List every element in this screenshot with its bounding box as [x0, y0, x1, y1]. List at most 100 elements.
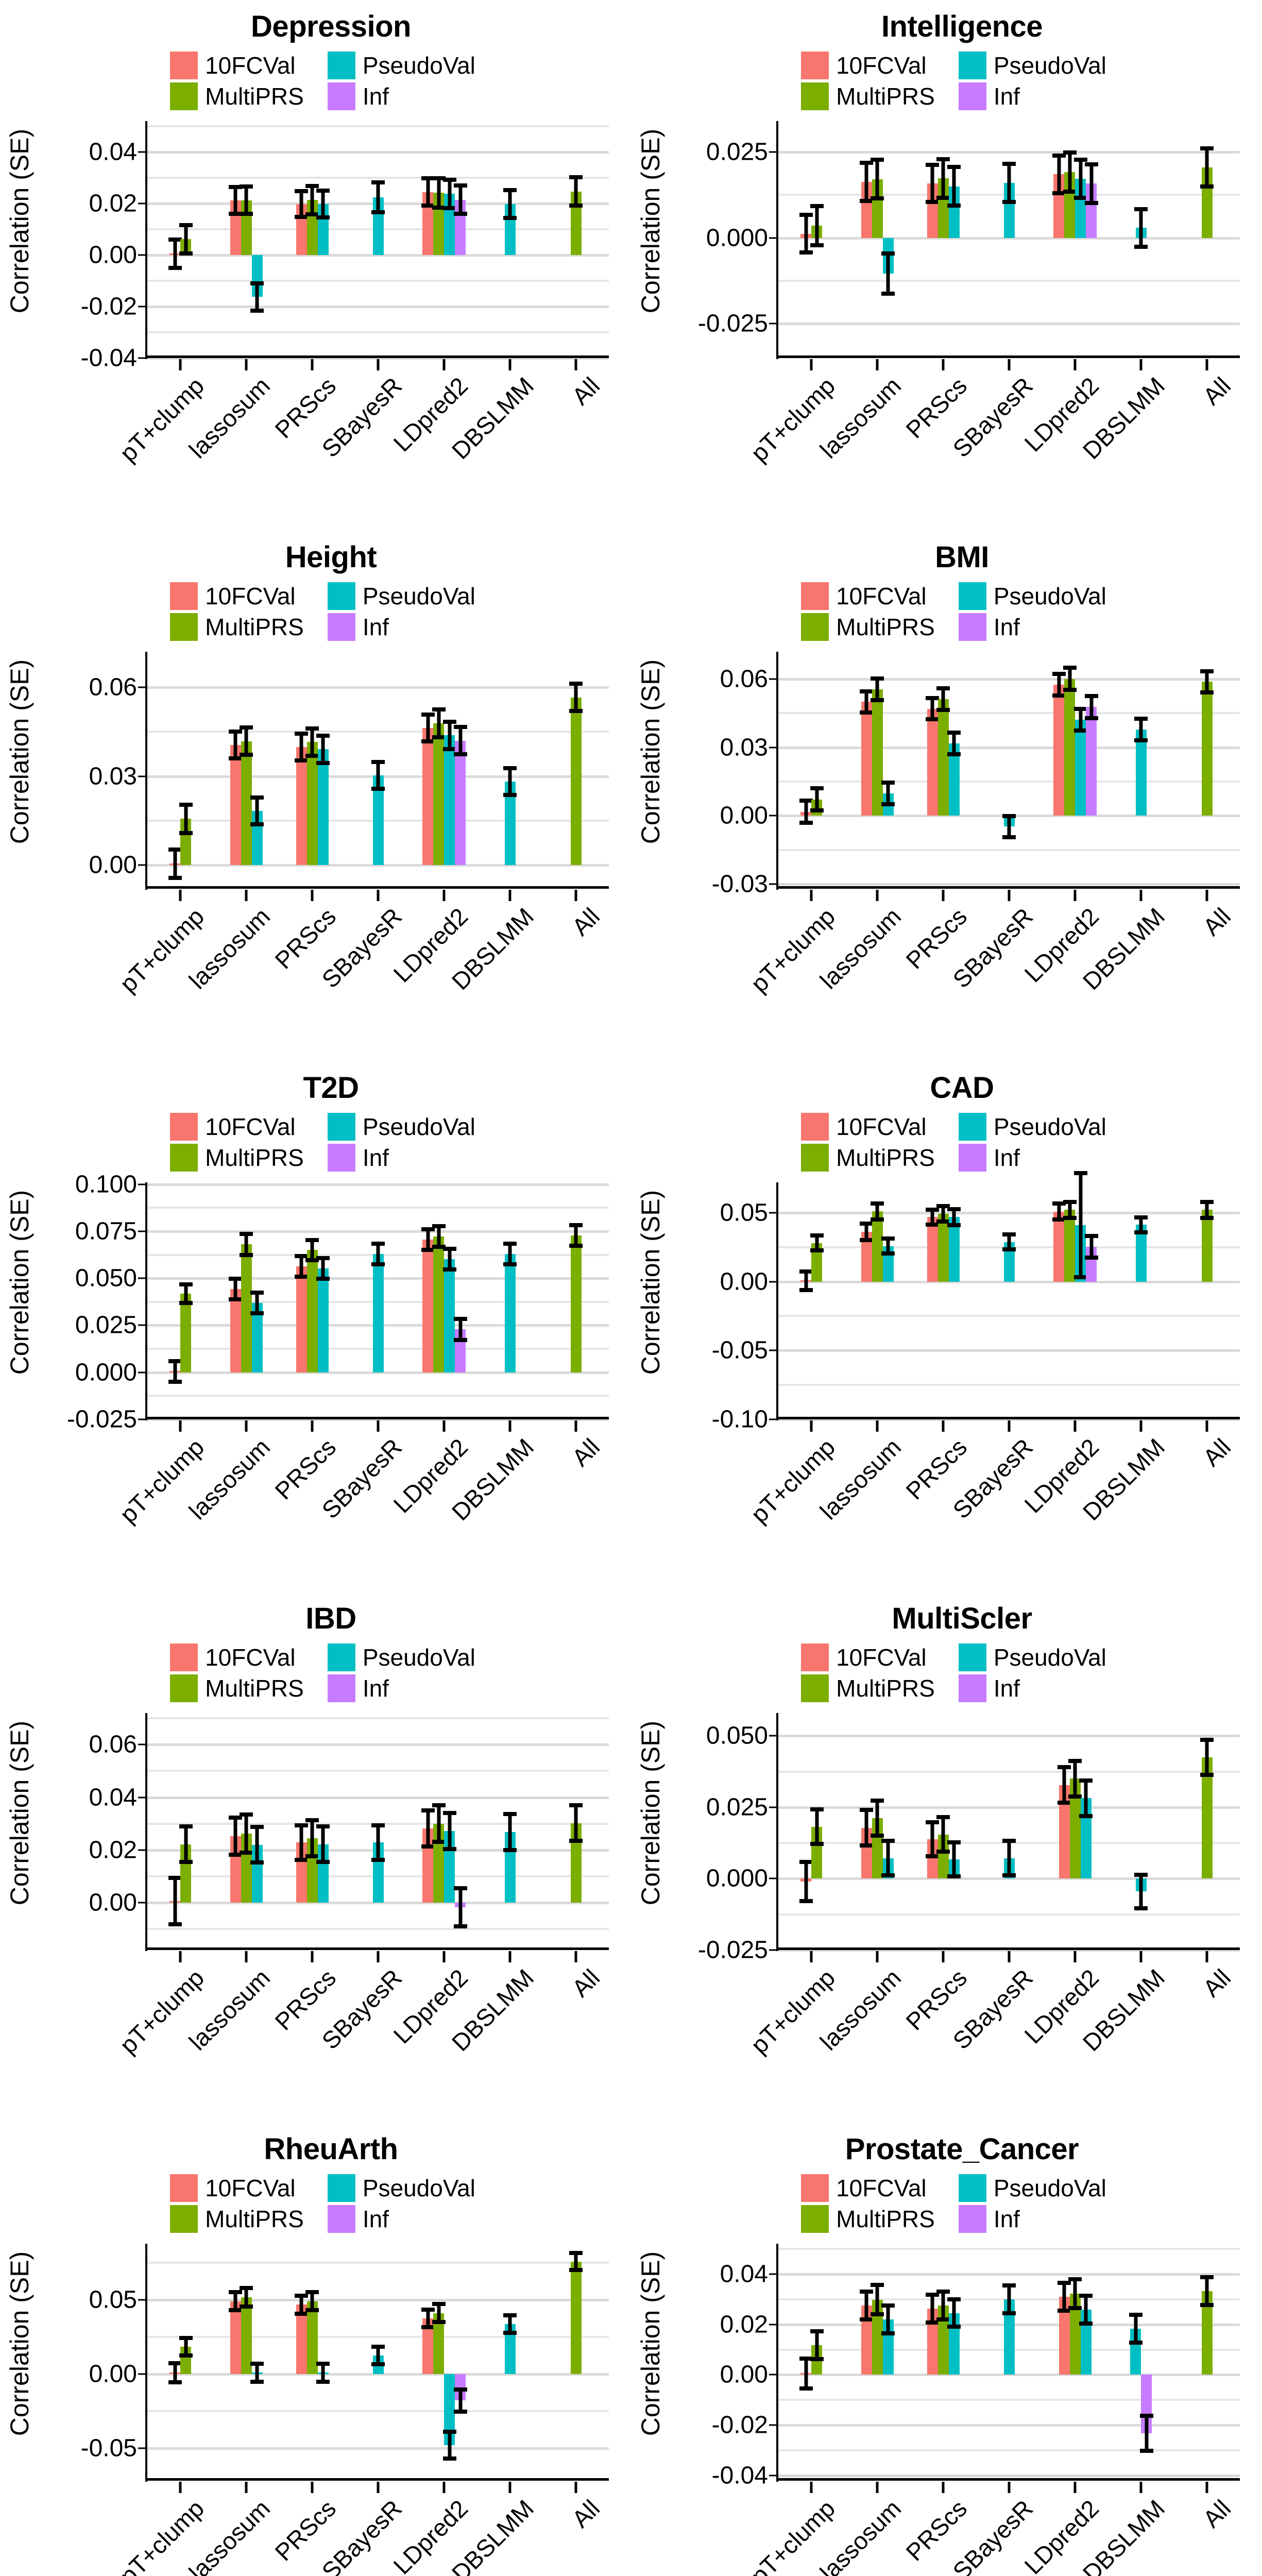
error-cap-upper [1002, 161, 1016, 166]
legend-swatch-multiprs [801, 2205, 829, 2233]
y-axis-ticks: -0.04 -0.02 0.00 0.02 0.04 [31, 121, 145, 372]
x-tick-mark [1139, 1420, 1142, 1432]
bar-group [147, 1182, 213, 1419]
plot-axes [145, 2244, 609, 2482]
bar-pseudoval [1080, 1798, 1092, 1879]
error-cap-lower [503, 2331, 517, 2335]
x-tick-mark [377, 1420, 380, 1432]
bar-multiprs [872, 179, 883, 238]
error-bar [1079, 160, 1082, 198]
bar-group [543, 121, 609, 358]
error-cap-lower [240, 1850, 253, 1855]
error-bar [310, 1240, 314, 1260]
grid-line [778, 1949, 1240, 1952]
error-bar [886, 253, 890, 294]
error-cap-upper [371, 180, 385, 184]
error-cap-lower [503, 215, 517, 220]
error-cap-lower [229, 212, 242, 216]
error-bar [184, 1284, 187, 1303]
error-bar [244, 727, 248, 755]
chart-legend: 10FCVal PseudoVal MultiPRS Inf [0, 1113, 631, 1172]
legend-label-inf: Inf [362, 83, 389, 110]
error-cap-lower [926, 1223, 939, 1227]
y-axis-line [776, 1182, 778, 1420]
bar-group [543, 1182, 609, 1419]
y-tick-mark [138, 1743, 145, 1745]
bar-tenfcval [422, 1240, 433, 1372]
y-axis-line [776, 652, 778, 890]
error-bar [875, 1203, 879, 1219]
x-tick-mark [1073, 1951, 1077, 1962]
error-cap-upper [871, 1798, 884, 1803]
error-cap-lower [453, 1337, 467, 1342]
error-bar [941, 2291, 945, 2319]
error-cap-lower [442, 2456, 456, 2461]
error-cap-lower [1079, 1814, 1093, 1818]
error-cap-lower [229, 756, 242, 760]
bar-group [976, 121, 1042, 358]
y-tick-label: 0.050 [706, 1722, 768, 1750]
y-tick-mark [138, 1183, 145, 1185]
y-axis-ticks: -0.025 0.000 0.025 0.050 0.075 0.100 [31, 1171, 145, 1433]
legend-swatch-inf [327, 2205, 355, 2233]
error-bar [574, 2252, 578, 2270]
bar-group [1042, 1171, 1108, 1419]
error-cap-upper [1058, 1765, 1071, 1770]
error-bar [1145, 2415, 1148, 2451]
error-cap-upper [1134, 1873, 1148, 1877]
x-tick-mark [245, 359, 248, 370]
bar-group [910, 652, 976, 889]
bar-group [844, 2244, 910, 2481]
x-tick-mark [377, 359, 380, 370]
error-bar [173, 240, 177, 268]
chart-panel-bmi: BMI 10FCVal PseudoVal MultiPRS Inf Correlatio… [631, 531, 1262, 1061]
bars-layer [147, 652, 609, 889]
error-bar [1073, 1761, 1077, 1797]
error-bar [804, 801, 808, 823]
bar-group [778, 121, 844, 358]
bar-tenfcval [927, 1217, 938, 1282]
bar-pseudoval [1003, 183, 1015, 238]
error-cap-lower [240, 212, 253, 216]
legend-swatch-inf [958, 82, 986, 110]
grid-line [147, 177, 609, 179]
error-cap-lower [799, 250, 813, 255]
error-cap-upper [1002, 2283, 1016, 2287]
x-tick-mark [179, 2482, 182, 2493]
x-axis-line [145, 1417, 609, 1419]
grid-line [778, 151, 1240, 154]
error-cap-upper [240, 184, 253, 189]
chart-legend: 10FCVal PseudoVal MultiPRS Inf [631, 1113, 1262, 1172]
error-cap-upper [432, 176, 446, 180]
plot-area: Correlation (SE) 0.00 0.02 0.04 0.06 pT+clump… [0, 1713, 631, 2120]
bar-group [910, 121, 976, 358]
y-tick-label: -0.025 [66, 1405, 137, 1433]
error-cap-upper [810, 786, 824, 791]
x-axis-labels: pT+clump lassosum PRScs SBayesR LDpred2 DBSLM… [114, 902, 609, 1057]
bar-group [1174, 121, 1240, 358]
x-tick-mark [442, 359, 446, 370]
error-cap-upper [168, 238, 182, 242]
x-tick-label: pT+clump [745, 2494, 841, 2576]
error-cap-upper [1129, 2313, 1142, 2317]
error-cap-lower [229, 1297, 242, 1302]
bars-layer [147, 1182, 609, 1419]
x-tick-mark [574, 890, 577, 901]
error-cap-lower [926, 2320, 939, 2325]
error-cap-upper [453, 1317, 467, 1321]
error-cap-upper [453, 183, 467, 188]
bar-group [1108, 1182, 1174, 1419]
legend-swatch-pseudoval [327, 52, 355, 79]
legend-swatch-multiprs [170, 2205, 198, 2233]
y-tick-label: 0.03 [720, 734, 768, 761]
error-cap-upper [503, 1241, 517, 1246]
error-cap-lower [168, 1379, 182, 1384]
error-cap-lower [936, 707, 950, 712]
error-cap-upper [305, 726, 319, 731]
error-cap-lower [371, 2362, 385, 2367]
bar-group [844, 652, 910, 889]
grid-line [147, 1207, 609, 1209]
y-tick-mark [138, 1902, 145, 1904]
legend-swatch-tenfcval [170, 2174, 198, 2202]
y-tick-label: 0.00 [720, 1268, 768, 1296]
